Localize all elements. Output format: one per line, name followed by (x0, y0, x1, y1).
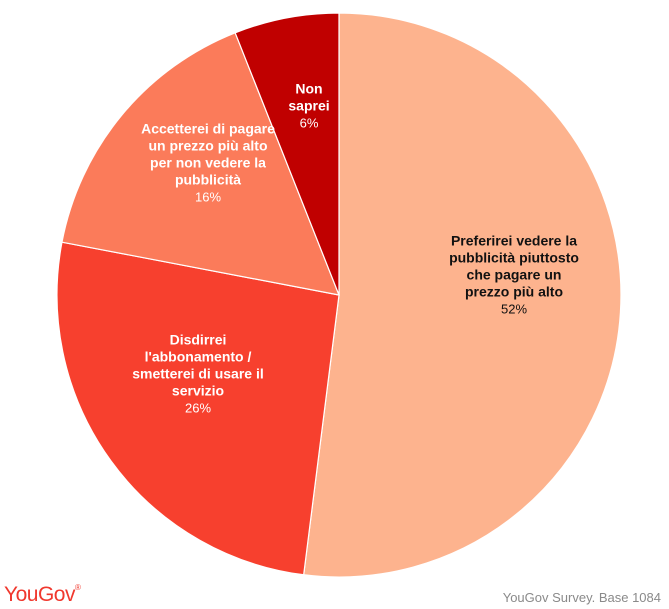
slice-value-2: 16% (195, 189, 221, 204)
pie-slice-3 (234, 12, 340, 296)
slice-value-0: 52% (501, 301, 527, 316)
slice-label-1-line-3: servizio (172, 383, 224, 399)
source-note: YouGov Survey. Base 1084 (502, 590, 661, 605)
slice-label-0-line-3: prezzo più alto (465, 284, 563, 300)
pie-slice-2 (61, 32, 340, 296)
slice-label-1-line-2: smetterei di usare il (132, 366, 264, 382)
slice-value-3: 6% (300, 115, 319, 130)
slice-label-2-line-0: Accetterei di pagare (141, 121, 275, 137)
slice-label-1-line-1: l'abbonamento / (145, 349, 252, 365)
slice-label-3-line-0: Non (295, 81, 322, 97)
logo-text: YouGov (4, 583, 75, 606)
pie-slice-1 (56, 241, 340, 576)
slice-label-0-line-1: pubblicità piuttosto (449, 250, 579, 266)
slice-label-2-line-1: un prezzo più alto (149, 138, 268, 154)
logo-trademark: ® (74, 583, 81, 592)
slice-label-0-line-0: Preferirei vedere la (451, 233, 577, 249)
slice-label-0-line-2: che pagare un (467, 267, 562, 283)
slice-label-2-line-2: per non vedere la (150, 155, 266, 171)
slice-label-3-line-1: saprei (288, 98, 329, 114)
slice-label-1-line-0: Disdirrei (170, 332, 227, 348)
slice-label-2-line-3: pubblicità (175, 172, 241, 188)
slice-value-1: 26% (185, 400, 211, 415)
yougov-logo: YouGov® (4, 583, 81, 607)
pie-slice-0 (302, 12, 622, 578)
